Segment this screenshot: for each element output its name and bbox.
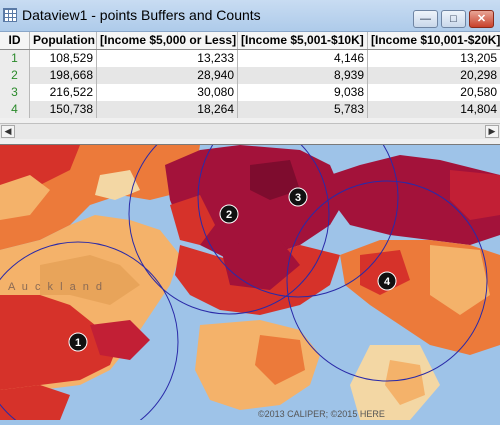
population-cell[interactable]: 108,529	[30, 50, 97, 67]
column-header-income-5000-or-less[interactable]: [Income $5,000 or Less]	[97, 32, 238, 49]
land-region	[385, 360, 425, 405]
maximize-button[interactable]: □	[441, 10, 466, 28]
land-region	[0, 385, 70, 420]
land-region	[90, 320, 150, 360]
land-region	[250, 160, 300, 200]
map-copyright: ©2013 CALIPER; ©2015 HERE	[258, 409, 385, 419]
income-10k-cell[interactable]: 9,038	[238, 84, 368, 101]
place-label: A u c k l a n d	[8, 281, 104, 293]
buffer-ring	[286, 180, 488, 382]
population-cell[interactable]: 150,738	[30, 101, 97, 118]
table-row[interactable]: 3 216,522 30,080 9,038 20,580	[0, 84, 500, 101]
table-row[interactable]: 1 108,529 13,233 4,146 13,205	[0, 50, 500, 67]
table-row[interactable]: 2 198,668 28,940 8,939 20,298	[0, 67, 500, 84]
land-region	[220, 240, 300, 290]
map-window[interactable]: A u c k l a n d 1 2 3 4 ©2013 CALIPER; ©…	[0, 96, 500, 425]
row-id-cell[interactable]: 3	[0, 84, 30, 101]
population-cell[interactable]: 198,668	[30, 67, 97, 84]
table-row[interactable]: 4 150,738 18,264 5,783 14,804	[0, 101, 500, 118]
header-row: ID Population [Income $5,000 or Less] [I…	[0, 32, 500, 50]
income-5000-cell[interactable]: 18,264	[97, 101, 238, 118]
horizontal-scrollbar[interactable]: ◀ ▶	[0, 123, 500, 139]
point-marker-4[interactable]: 4	[377, 271, 397, 291]
income-5000-cell[interactable]: 13,233	[97, 50, 238, 67]
window-title: Dataview1 - points Buffers and Counts	[22, 7, 261, 23]
column-header-population[interactable]: Population	[30, 32, 97, 49]
row-id-cell[interactable]: 1	[0, 50, 30, 67]
row-id-cell[interactable]: 4	[0, 101, 30, 118]
income-20k-cell[interactable]: 14,804	[460, 102, 497, 116]
point-marker-3[interactable]: 3	[288, 187, 308, 207]
land-region	[0, 175, 50, 220]
income-20k-cell[interactable]: 20,580	[460, 85, 497, 99]
point-label: 4	[384, 276, 391, 288]
close-button[interactable]: ✕	[469, 10, 494, 28]
land-region	[450, 170, 500, 220]
income-10k-cell[interactable]: 5,783	[238, 101, 368, 118]
title-bar[interactable]: Dataview1 - points Buffers and Counts — …	[0, 0, 500, 32]
minimize-button[interactable]: —	[413, 10, 438, 28]
buffer-ring	[0, 241, 179, 425]
choropleth-map[interactable]: A u c k l a n d 1 2 3 4 ©2013 CALIPER; ©…	[0, 96, 500, 425]
scroll-left-arrow-icon[interactable]: ◀	[1, 125, 15, 138]
column-header-income-5001-10k[interactable]: [Income $5,001-$10K]	[238, 32, 368, 49]
point-marker-1[interactable]: 1	[68, 332, 88, 352]
income-10k-cell[interactable]: 4,146	[238, 50, 368, 67]
population-cell[interactable]: 216,522	[30, 84, 97, 101]
dataview-window: Dataview1 - points Buffers and Counts — …	[0, 0, 500, 145]
income-20k-cell[interactable]: 13,205	[460, 51, 497, 65]
column-header-income-10001-20k[interactable]: [Income $10,001-$20K]	[371, 33, 500, 47]
land-region	[40, 255, 140, 305]
point-label: 3	[295, 192, 301, 204]
income-5000-cell[interactable]: 30,080	[97, 84, 238, 101]
land-region	[170, 195, 215, 245]
point-marker-2[interactable]: 2	[219, 204, 239, 224]
point-label: 1	[75, 337, 81, 349]
scroll-right-arrow-icon[interactable]: ▶	[485, 125, 499, 138]
land-region	[95, 170, 140, 200]
table-icon	[3, 8, 17, 22]
income-20k-cell[interactable]: 20,298	[460, 68, 497, 82]
income-10k-cell[interactable]: 8,939	[238, 67, 368, 84]
land-region	[0, 295, 120, 390]
land-region	[255, 335, 305, 385]
column-header-id[interactable]: ID	[0, 32, 30, 49]
income-5000-cell[interactable]: 28,940	[97, 67, 238, 84]
land-region	[430, 245, 490, 315]
row-id-cell[interactable]: 2	[0, 67, 30, 84]
point-label: 2	[226, 209, 232, 221]
